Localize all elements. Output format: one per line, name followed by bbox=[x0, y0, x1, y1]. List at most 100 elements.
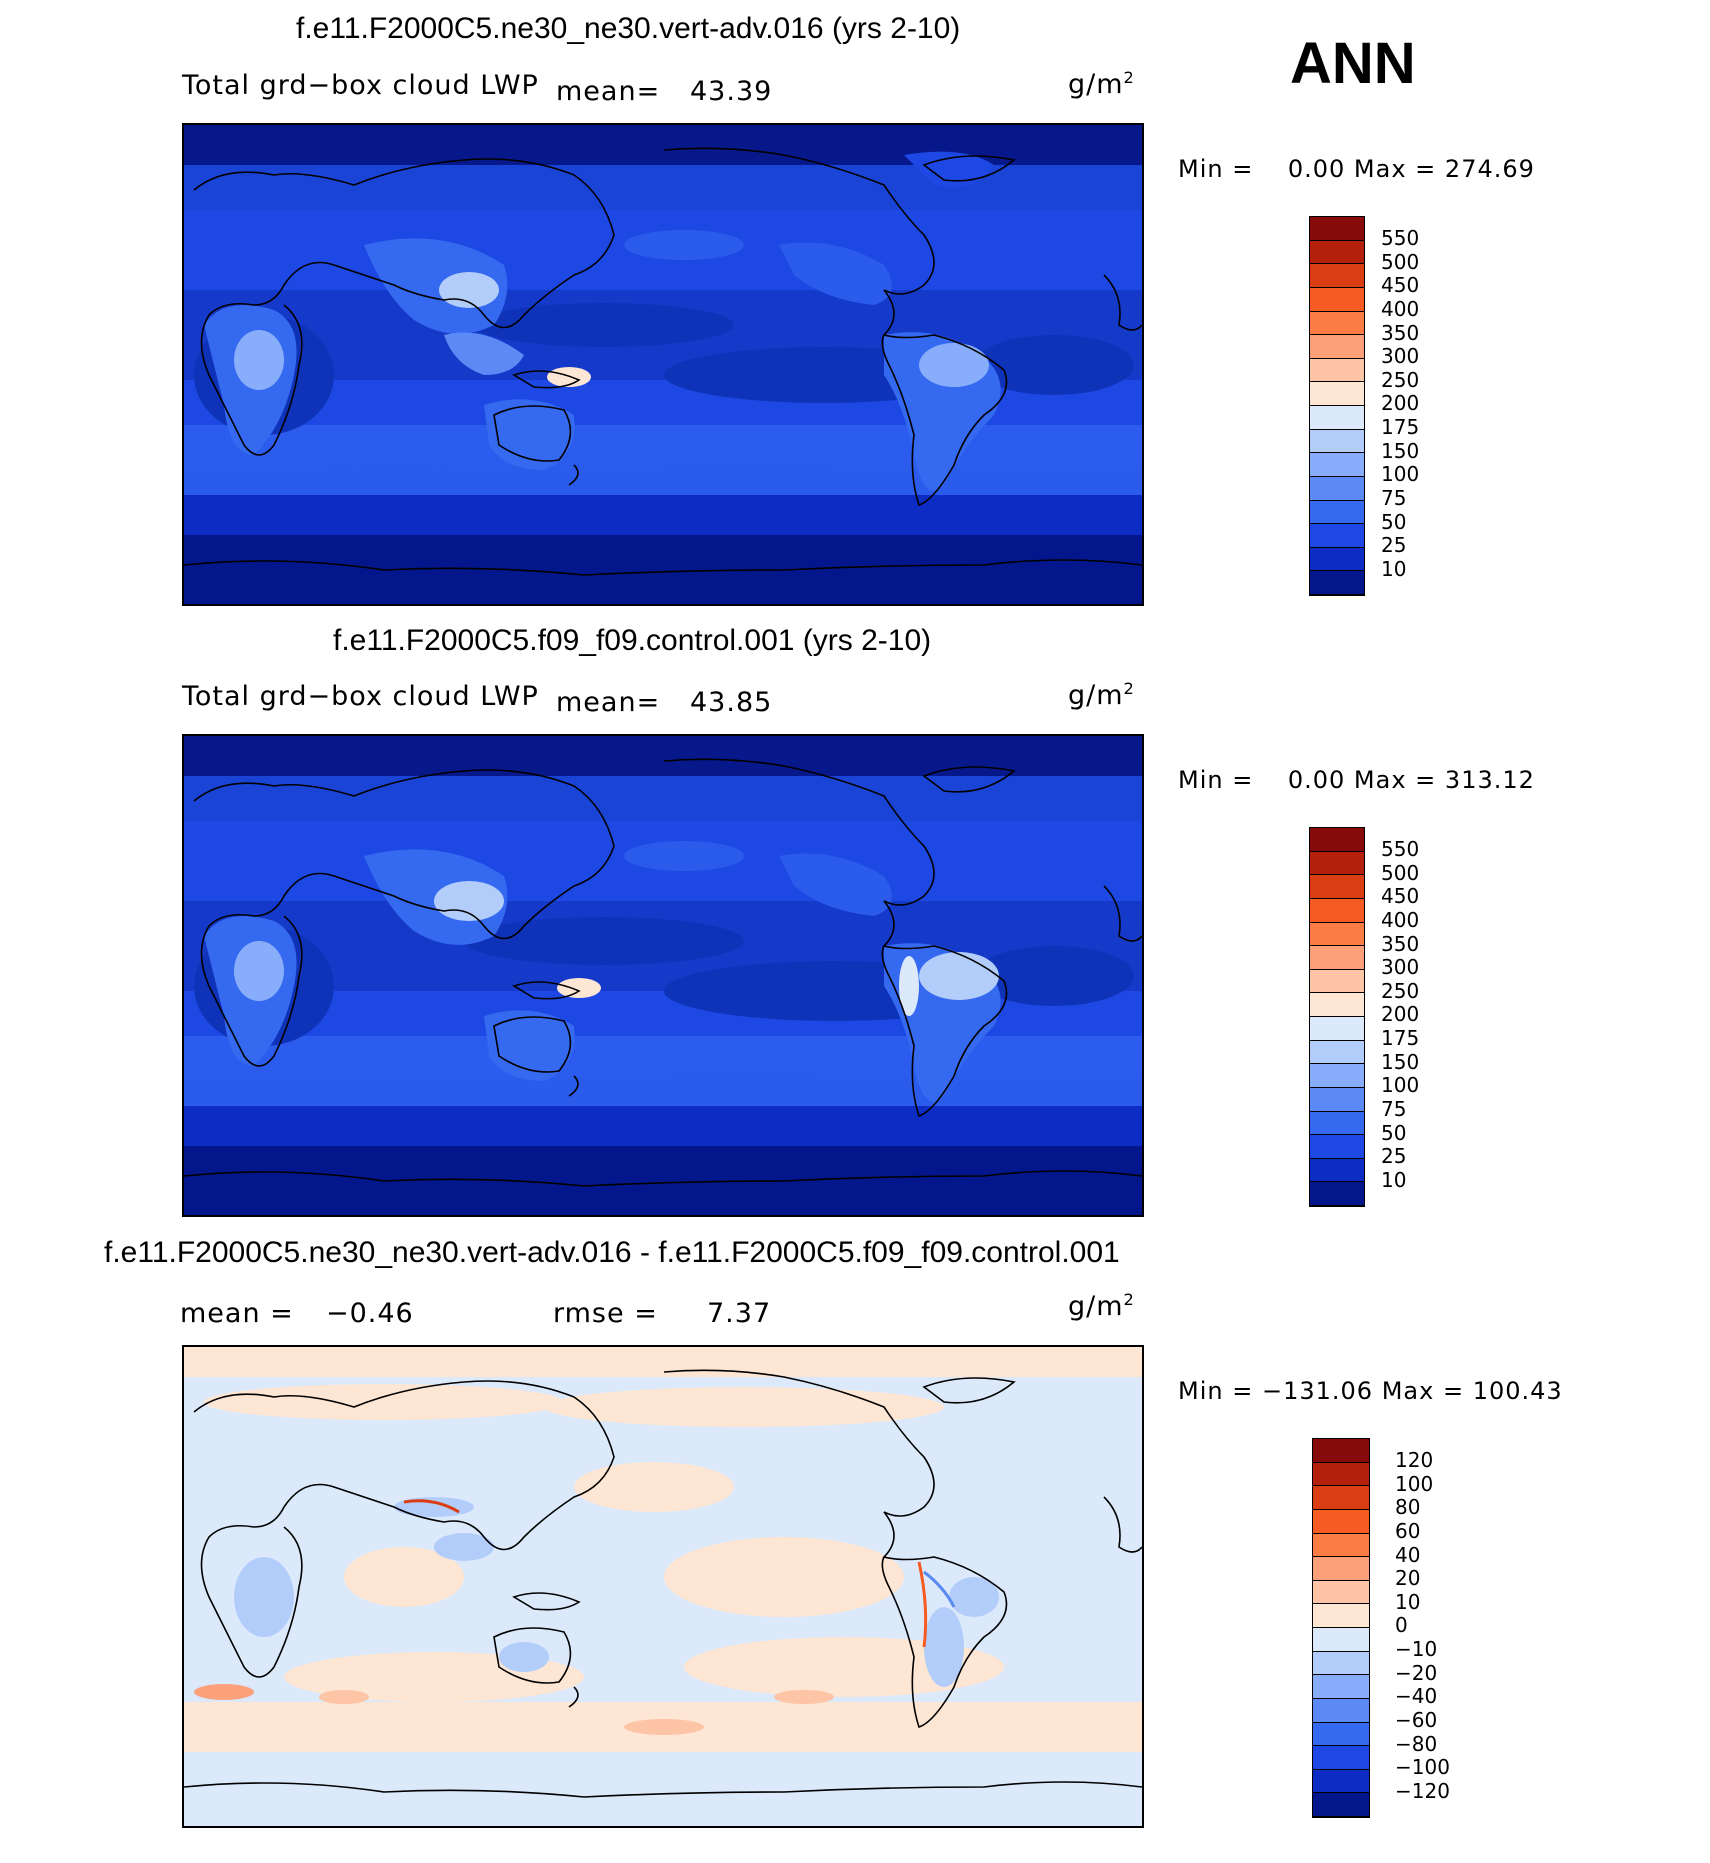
colorbar-label: 10 bbox=[1381, 1167, 1407, 1192]
colorbar-label: 450 bbox=[1381, 884, 1420, 909]
colorbar-label: 175 bbox=[1381, 1026, 1420, 1050]
colorbar-segment bbox=[1310, 851, 1364, 876]
panel-1-mean-label: mean= bbox=[556, 76, 661, 107]
colorbar-segment bbox=[1310, 382, 1364, 406]
panel-2-title: f.e11.F2000C5.f09_f09.control.001 (yrs 2… bbox=[333, 624, 932, 657]
colorbar-segment bbox=[1310, 547, 1364, 572]
colorbar-segment bbox=[1313, 1628, 1369, 1652]
colorbar-segment bbox=[1310, 453, 1364, 477]
panel-2-mean-label: mean= bbox=[556, 687, 661, 718]
colorbar-label: 50 bbox=[1381, 1120, 1407, 1145]
colorbar-label: 120 bbox=[1395, 1448, 1434, 1472]
colorbar-segment bbox=[1310, 922, 1364, 947]
colorbar-segment bbox=[1310, 828, 1364, 852]
colorbar-segment bbox=[1313, 1651, 1369, 1676]
colorbar-label: 0 bbox=[1395, 1613, 1408, 1638]
colorbar-label: 300 bbox=[1381, 344, 1420, 369]
colorbar-label: 175 bbox=[1381, 415, 1420, 439]
panel-2-minmax: Min = 0.00 Max = 313.12 bbox=[1178, 766, 1535, 794]
panel-1-minmax: Min = 0.00 Max = 274.69 bbox=[1178, 155, 1535, 183]
colorbar-label: −20 bbox=[1395, 1660, 1438, 1685]
colorbar-segment bbox=[1310, 311, 1364, 336]
colorbar-label: 350 bbox=[1381, 320, 1420, 345]
panel-2-colorbar bbox=[1309, 827, 1365, 1207]
colorbar-segment bbox=[1313, 1746, 1369, 1770]
colorbar-label: 80 bbox=[1395, 1495, 1421, 1520]
panel-1-units: g/m2 bbox=[1068, 68, 1135, 100]
colorbar-label: 25 bbox=[1381, 533, 1407, 558]
colorbar-segment bbox=[1310, 1087, 1364, 1112]
colorbar-segment bbox=[1310, 358, 1364, 383]
panel-1-mean-value: 43.39 bbox=[690, 76, 773, 107]
panel-2-variable: Total grd−box cloud LWP bbox=[182, 681, 539, 712]
colorbar-label: 10 bbox=[1381, 556, 1407, 581]
colorbar-segment bbox=[1313, 1486, 1369, 1510]
colorbar-segment bbox=[1313, 1557, 1369, 1581]
colorbar-label: 75 bbox=[1381, 485, 1407, 510]
colorbar-label: 450 bbox=[1381, 273, 1420, 298]
colorbar-segment bbox=[1313, 1533, 1369, 1558]
colorbar-segment bbox=[1310, 1158, 1364, 1183]
colorbar-segment bbox=[1310, 1135, 1364, 1159]
panel-1-colorbar bbox=[1309, 216, 1365, 596]
colorbar-segment bbox=[1313, 1769, 1369, 1794]
colorbar-label: 200 bbox=[1381, 391, 1420, 416]
colorbar-label: 250 bbox=[1381, 367, 1420, 392]
panel-2-units: g/m2 bbox=[1068, 679, 1135, 711]
colorbar-segment bbox=[1310, 1064, 1364, 1088]
panel-1-map-field bbox=[184, 125, 1142, 604]
panel-3-mean-label: mean = bbox=[180, 1298, 294, 1329]
colorbar-segment bbox=[1310, 476, 1364, 501]
colorbar-label: 75 bbox=[1381, 1096, 1407, 1121]
season-label: ANN bbox=[1290, 31, 1416, 96]
colorbar-label: 20 bbox=[1395, 1566, 1421, 1591]
panel-2-map bbox=[182, 734, 1144, 1217]
panel-3-units: g/m2 bbox=[1068, 1290, 1135, 1322]
colorbar-segment bbox=[1310, 287, 1364, 312]
colorbar-label: 40 bbox=[1395, 1542, 1421, 1567]
colorbar-segment bbox=[1310, 429, 1364, 454]
colorbar-segment bbox=[1310, 946, 1364, 970]
colorbar-label: 60 bbox=[1395, 1518, 1421, 1543]
colorbar-label: 50 bbox=[1381, 509, 1407, 534]
colorbar-segment bbox=[1310, 875, 1364, 899]
colorbar-label: −80 bbox=[1395, 1731, 1438, 1756]
colorbar-label: 150 bbox=[1381, 1049, 1420, 1074]
colorbar-label: 500 bbox=[1381, 249, 1420, 274]
panel-3-minmax: Min = −131.06 Max = 100.43 bbox=[1178, 1377, 1563, 1405]
colorbar-segment bbox=[1313, 1675, 1369, 1699]
colorbar-label: 10 bbox=[1395, 1589, 1421, 1614]
panel-2-mean-value: 43.85 bbox=[690, 687, 773, 718]
colorbar-label: −40 bbox=[1395, 1684, 1438, 1709]
colorbar-segment bbox=[1310, 969, 1364, 994]
colorbar-label: 300 bbox=[1381, 955, 1420, 980]
colorbar-segment bbox=[1313, 1509, 1369, 1534]
colorbar-segment bbox=[1313, 1698, 1369, 1723]
colorbar-segment bbox=[1310, 898, 1364, 923]
colorbar-segment bbox=[1313, 1722, 1369, 1747]
panel-3-map-field bbox=[184, 1347, 1142, 1826]
colorbar-segment bbox=[1313, 1793, 1369, 1817]
colorbar-segment bbox=[1310, 1111, 1364, 1136]
colorbar-segment bbox=[1310, 217, 1364, 241]
colorbar-label: 100 bbox=[1381, 462, 1420, 487]
colorbar-label: 350 bbox=[1381, 931, 1420, 956]
colorbar-segment bbox=[1310, 524, 1364, 548]
colorbar-label: 150 bbox=[1381, 438, 1420, 463]
colorbar-label: 200 bbox=[1381, 1002, 1420, 1027]
colorbar-segment bbox=[1310, 1017, 1364, 1041]
colorbar-label: 550 bbox=[1381, 837, 1420, 861]
panel-3-mean-value: −0.46 bbox=[326, 1298, 414, 1329]
panel-1-variable: Total grd−box cloud LWP bbox=[182, 70, 539, 101]
panel-3-rmse-label: rmse = bbox=[553, 1298, 658, 1329]
colorbar-label: 250 bbox=[1381, 978, 1420, 1003]
colorbar-label: 100 bbox=[1395, 1471, 1434, 1496]
colorbar-segment bbox=[1313, 1604, 1369, 1628]
colorbar-label: −60 bbox=[1395, 1707, 1438, 1732]
colorbar-label: 400 bbox=[1381, 907, 1420, 932]
colorbar-label: 25 bbox=[1381, 1144, 1407, 1169]
colorbar-segment bbox=[1310, 240, 1364, 265]
panel-1-title: f.e11.F2000C5.ne30_ne30.vert-adv.016 (yr… bbox=[296, 12, 961, 45]
colorbar-segment bbox=[1310, 406, 1364, 430]
colorbar-label: 550 bbox=[1381, 226, 1420, 250]
